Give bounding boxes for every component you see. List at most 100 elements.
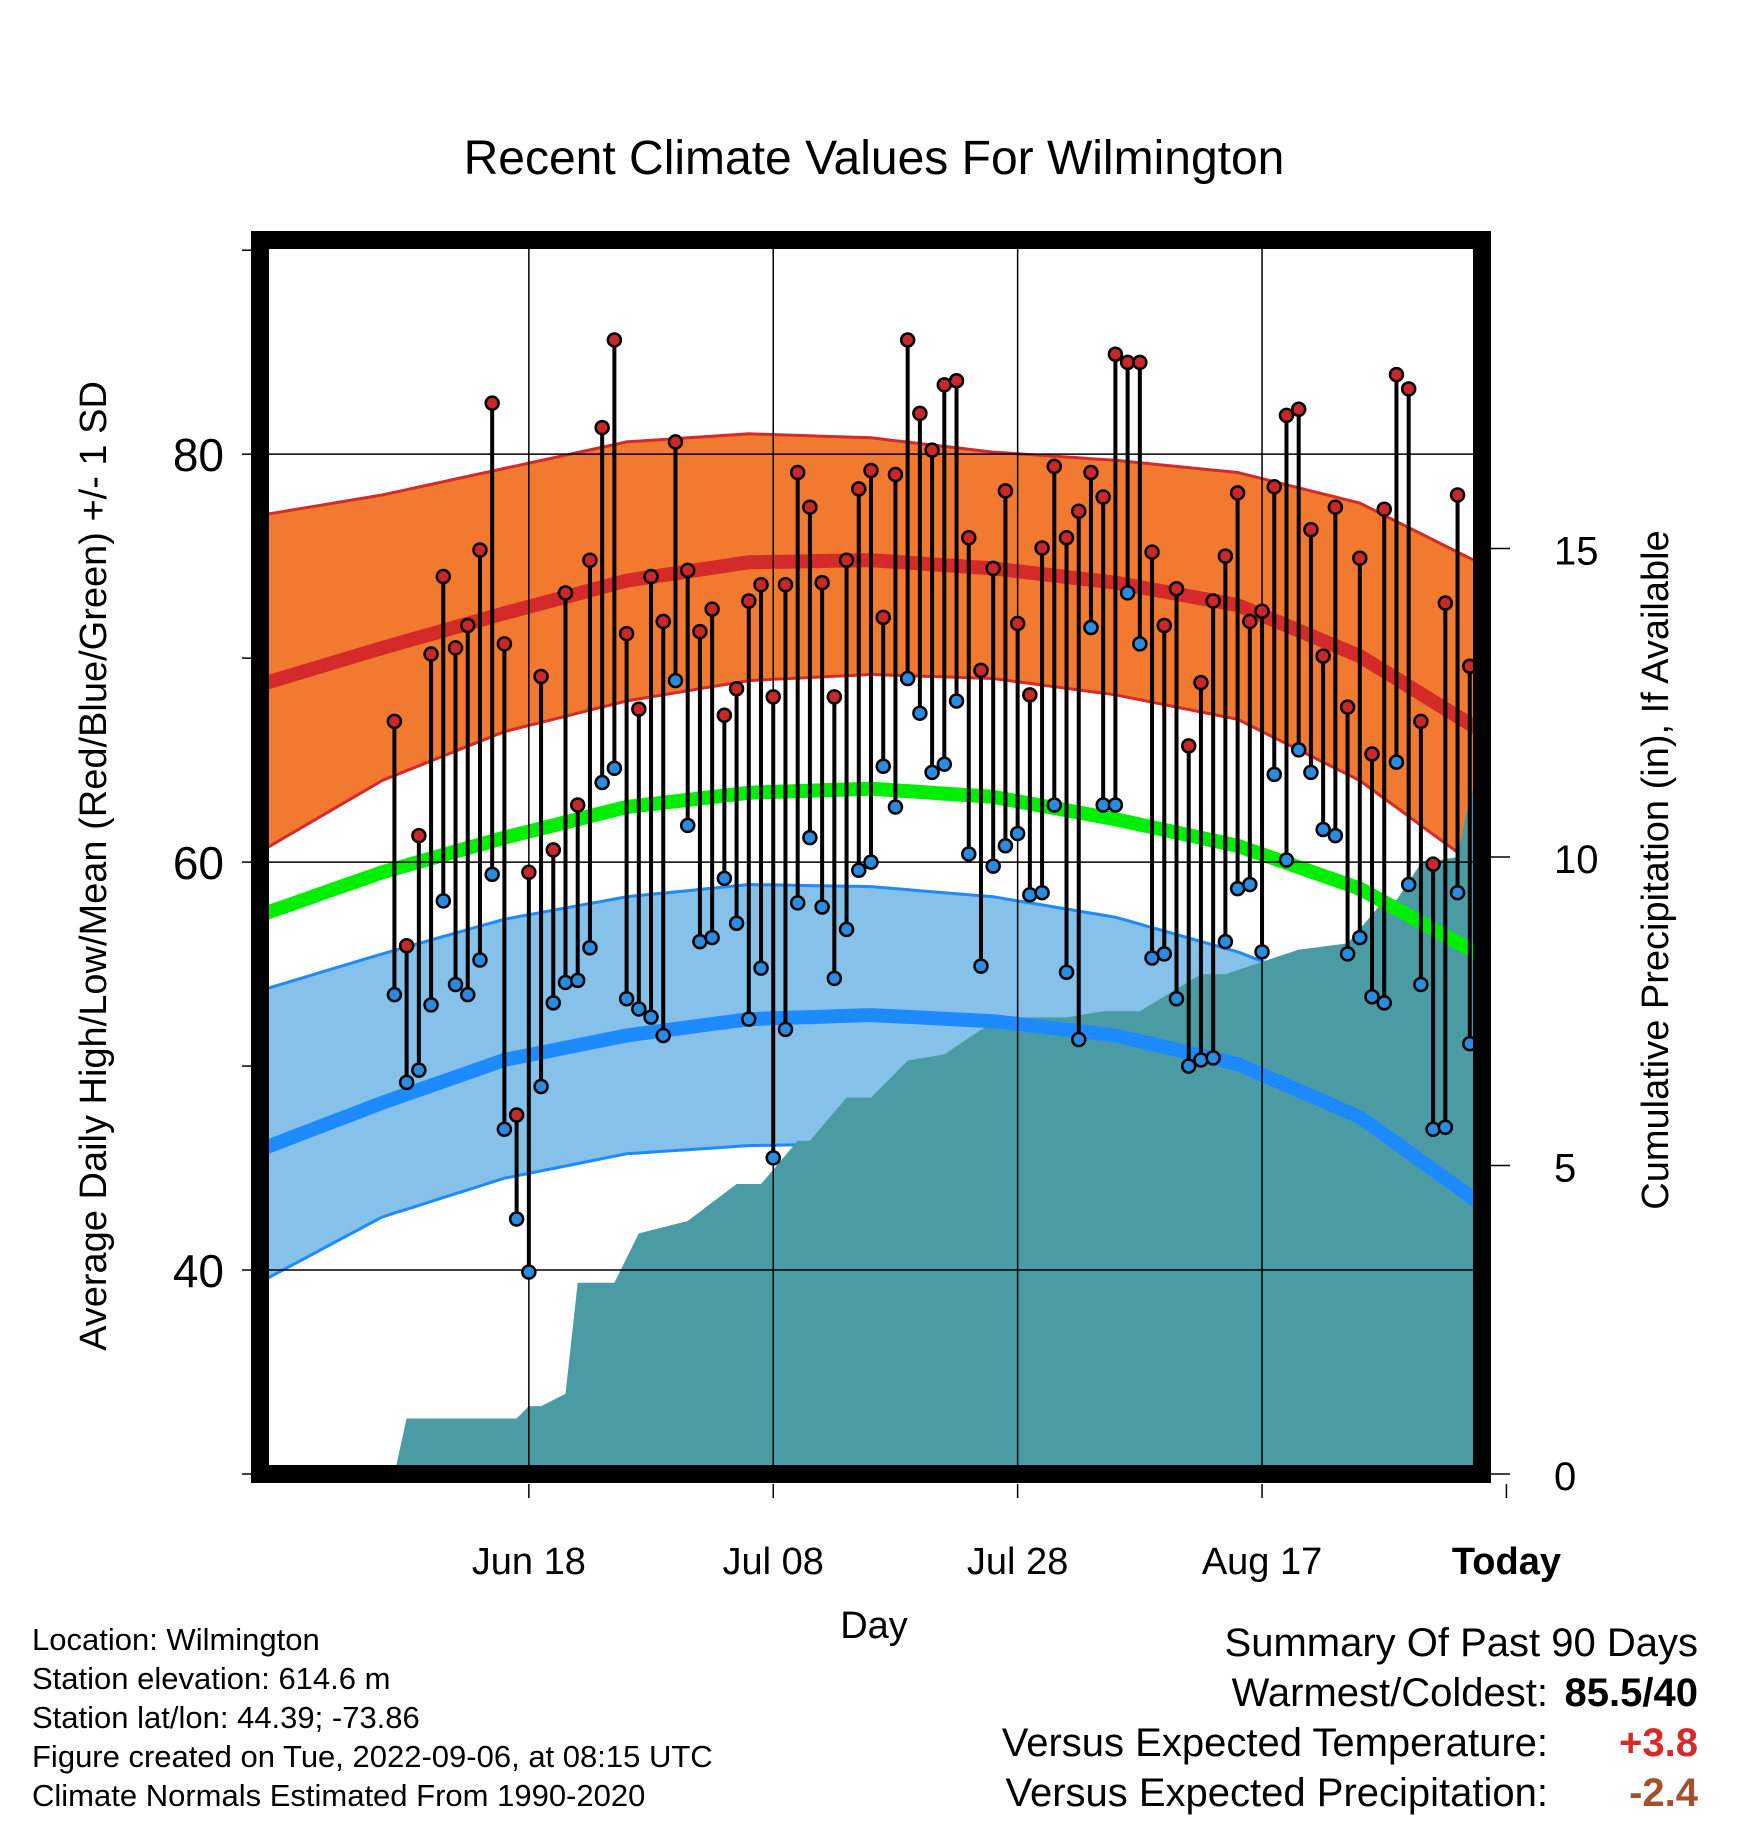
daily-low-point: [997, 838, 1014, 854]
daily-low-point: [618, 991, 635, 1007]
daily-high-point: [1205, 593, 1221, 609]
daily-low-point: [1364, 988, 1380, 1005]
daily-low-point: [863, 854, 879, 870]
daily-high-point: [997, 483, 1014, 499]
daily-low-point: [1400, 876, 1417, 893]
daily-low-point: [961, 846, 977, 862]
summary-panel: Summary Of Past 90 Days Warmest/Coldest:…: [1002, 1618, 1698, 1818]
daily-low-point: [508, 1211, 525, 1227]
daily-high-point: [1303, 521, 1319, 538]
daily-low-point: [1339, 946, 1356, 962]
daily-low-point: [569, 972, 586, 989]
daily-high-point: [765, 689, 781, 705]
daily-high-point: [496, 636, 513, 652]
warmest-row: Warmest/Coldest: 85.5/40: [1002, 1668, 1698, 1718]
x-tick-label: Jul 08: [723, 1541, 824, 1583]
daily-low-point: [643, 1009, 659, 1025]
daily-low-point: [1046, 797, 1063, 813]
daily-low-point: [1449, 884, 1466, 901]
precip-value: -2.4: [1629, 1771, 1698, 1815]
daily-low-point: [1132, 636, 1148, 652]
daily-low-point: [1327, 827, 1344, 844]
daily-high-point: [1364, 746, 1380, 762]
daily-high-point: [826, 689, 843, 705]
daily-high-point: [679, 562, 696, 579]
daily-high-point: [533, 668, 549, 685]
warmest-value: 85.5/40: [1564, 1671, 1698, 1715]
low-normal-line: [260, 1008, 1482, 1211]
daily-high-point: [777, 576, 794, 593]
daily-low-point: [557, 974, 574, 991]
normals-text: Climate Normals Estimated From 1990-2020: [32, 1778, 646, 1813]
summary-title: Summary Of Past 90 Days: [1224, 1621, 1698, 1665]
daily-low-point: [1058, 964, 1075, 980]
temp-label: Versus Expected Temperature:: [1001, 1721, 1548, 1765]
daily-high-point: [1046, 458, 1063, 475]
daily-low-point: [582, 940, 598, 956]
warmest-label: Warmest/Coldest:: [1231, 1671, 1548, 1715]
daily-high-point: [618, 625, 635, 642]
daily-low-point: [1180, 1058, 1197, 1074]
y-tick-label: 40: [173, 1245, 224, 1297]
daily-low-point: [899, 670, 916, 687]
daily-low-point: [496, 1121, 513, 1138]
daily-high-point: [1266, 479, 1283, 495]
daily-low-point: [435, 893, 452, 909]
daily-low-point: [398, 1074, 415, 1091]
daily-high-point: [814, 574, 830, 591]
daily-low-point: [1242, 876, 1258, 893]
daily-low-point: [851, 862, 867, 879]
daily-high-point: [1413, 713, 1429, 730]
daily-high-point: [887, 466, 904, 483]
daily-high-point: [1352, 550, 1368, 566]
y2-tick-label: 10: [1554, 838, 1599, 882]
daily-low-point: [459, 986, 476, 1003]
y-tick-label: 80: [173, 429, 224, 481]
daily-low-point: [1168, 991, 1185, 1007]
daily-low-point: [1266, 766, 1283, 783]
daily-low-point: [1278, 852, 1295, 868]
daily-low-point: [472, 952, 488, 968]
y2-tick-label: 0: [1554, 1455, 1576, 1499]
daily-high-point: [1083, 464, 1099, 481]
daily-low-point: [1388, 754, 1405, 770]
daily-low-point: [1070, 1031, 1087, 1048]
location-text: Location: Wilmington: [32, 1622, 320, 1657]
daily-high-point: [1425, 856, 1441, 872]
daily-high-point: [1156, 617, 1173, 634]
daily-low-point: [777, 1021, 794, 1038]
daily-low-point: [1290, 742, 1307, 758]
daily-high-point: [1242, 613, 1258, 630]
daily-low-point: [814, 899, 830, 915]
daily-low-point: [1107, 797, 1124, 813]
daily-high-point: [802, 499, 818, 515]
daily-high-point: [557, 585, 574, 601]
daily-high-point: [741, 593, 757, 609]
daily-low-point: [753, 960, 769, 976]
daily-low-point: [741, 1011, 757, 1027]
latlon-text: Station lat/lon: 44.39; -73.86: [32, 1700, 420, 1735]
daily-high-point: [692, 623, 708, 640]
daily-high-point: [411, 827, 427, 844]
daily-low-point: [1437, 1119, 1454, 1136]
daily-high-point: [1388, 366, 1405, 383]
daily-high-point: [1107, 346, 1124, 362]
daily-high-point: [1217, 548, 1234, 564]
daily-low-point: [423, 997, 439, 1013]
daily-low-point: [765, 1150, 781, 1166]
daily-low-point: [1119, 585, 1136, 601]
daily-low-point: [1376, 995, 1392, 1011]
daily-high-point: [1132, 354, 1148, 371]
daily-low-point: [1303, 764, 1319, 781]
daily-high-point: [484, 395, 500, 411]
daily-high-point: [1278, 407, 1295, 424]
daily-low-point: [887, 799, 904, 815]
daily-low-point: [985, 858, 1001, 874]
daily-low-point: [533, 1078, 549, 1095]
daily-low-point: [545, 995, 562, 1011]
daily-high-point: [1144, 544, 1160, 560]
daily-low-point: [655, 1027, 672, 1044]
daily-high-point: [667, 434, 684, 450]
station-info: Location: Wilmington Station elevation: …: [32, 1620, 713, 1815]
